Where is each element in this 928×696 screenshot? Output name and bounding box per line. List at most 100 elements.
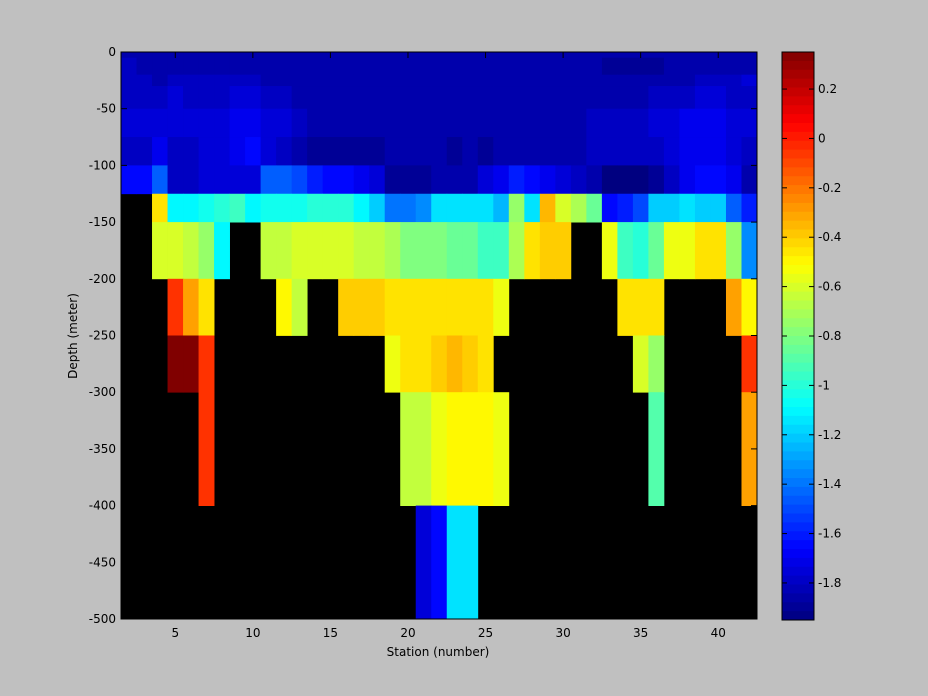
heatmap-cell [338, 222, 355, 280]
heatmap-cell [322, 193, 339, 223]
y-tick-label: -350 [89, 442, 116, 456]
heatmap-cell [477, 335, 494, 393]
heatmap-cell [617, 52, 634, 59]
heatmap-cell [617, 165, 634, 195]
heatmap-cell [338, 278, 355, 336]
colorbar-level [782, 87, 814, 97]
heatmap-cell [152, 165, 168, 195]
heatmap-cell [601, 137, 618, 166]
heatmap-cell [524, 52, 541, 59]
heatmap-cell [400, 57, 417, 76]
heatmap-cell [648, 165, 665, 195]
colorbar-level [782, 238, 814, 248]
heatmap-cell [493, 165, 510, 195]
heatmap-cell [400, 193, 417, 223]
heatmap-cell [555, 108, 572, 138]
heatmap-cell [291, 222, 308, 280]
heatmap-cell [446, 335, 463, 393]
heatmap-cell [415, 222, 432, 280]
heatmap-cell [260, 193, 277, 223]
heatmap-cell [322, 74, 339, 87]
colorbar-level [782, 300, 814, 310]
colorbar-level [782, 495, 814, 506]
heatmap-cell [198, 193, 215, 223]
colorbar-level [782, 433, 814, 444]
colorbar-level [782, 353, 814, 364]
heatmap-cell [167, 86, 184, 110]
heatmap-cell [400, 74, 417, 87]
heatmap-cell [245, 108, 262, 138]
heatmap-cell [446, 86, 463, 110]
heatmap-cell [276, 278, 293, 336]
colorbar-level [782, 575, 814, 586]
heatmap-cell [400, 108, 417, 138]
heatmap-cell [260, 52, 277, 59]
heatmap-cell [741, 52, 758, 59]
heatmap-cell [508, 193, 525, 223]
heatmap-cell [462, 108, 479, 138]
heatmap-cell [632, 165, 649, 195]
heatmap-cell [431, 222, 448, 280]
heatmap-cell [214, 86, 230, 110]
heatmap-cell [555, 74, 572, 87]
colorbar-level [782, 557, 814, 568]
heatmap-cell [741, 108, 758, 138]
heatmap-cell [710, 193, 727, 223]
colorbar-level [782, 407, 814, 417]
heatmap-cell [431, 86, 448, 110]
y-tick-label: 0 [108, 45, 116, 59]
heatmap-cell [338, 52, 355, 59]
colorbar-level [782, 460, 814, 470]
heatmap-cell [570, 137, 587, 166]
heatmap-cell [384, 222, 401, 280]
heatmap-cell [167, 222, 184, 280]
heatmap-cell [694, 108, 711, 138]
colorbar-level [782, 229, 814, 239]
y-axis-label: Depth (meter) [66, 293, 80, 379]
heatmap-cell [431, 165, 448, 195]
y-tick-label: -200 [89, 272, 116, 286]
heatmap-cell [601, 165, 618, 195]
colorbar-level [782, 60, 814, 71]
colorbar-level [782, 531, 814, 541]
heatmap-cell [322, 165, 339, 195]
heatmap-cell [477, 165, 494, 195]
heatmap-cell [524, 165, 541, 195]
heatmap-cell [679, 137, 696, 166]
heatmap-cell [353, 86, 370, 110]
heatmap-cell [632, 222, 649, 280]
heatmap-cell [648, 52, 665, 59]
colorbar-level [782, 478, 814, 488]
heatmap-cell [493, 86, 510, 110]
heatmap-cell [152, 74, 168, 87]
heatmap-cell [229, 57, 246, 76]
heatmap-cell [493, 193, 510, 223]
heatmap-cell [725, 193, 742, 223]
heatmap-cell [741, 137, 758, 166]
heatmap-cell [415, 193, 432, 223]
heatmap-cell [276, 193, 293, 223]
heatmap-cell [477, 278, 494, 336]
heatmap-cell [648, 137, 665, 166]
x-tick-label: 20 [400, 626, 415, 640]
heatmap-cell [648, 193, 665, 223]
heatmap-cell [307, 222, 324, 280]
heatmap-cell [431, 52, 448, 59]
heatmap-cell [555, 57, 572, 76]
heatmap-cell [539, 52, 556, 59]
heatmap-cell [167, 57, 184, 76]
heatmap-cell [663, 57, 680, 76]
heatmap-cell [446, 392, 463, 506]
heatmap-cell [493, 278, 510, 336]
heatmap-cell [493, 74, 510, 87]
heatmap-cell [431, 278, 448, 336]
heatmap-cell [136, 57, 153, 76]
heatmap-cell [663, 52, 680, 59]
heatmap-cell [508, 57, 525, 76]
heatmap-cell [663, 108, 680, 138]
heatmap-cell [198, 222, 215, 280]
heatmap-cell [322, 57, 339, 76]
heatmap-cell [663, 165, 680, 195]
heatmap-cell [183, 278, 199, 336]
colorbar-tick-label: -0.8 [818, 329, 841, 343]
